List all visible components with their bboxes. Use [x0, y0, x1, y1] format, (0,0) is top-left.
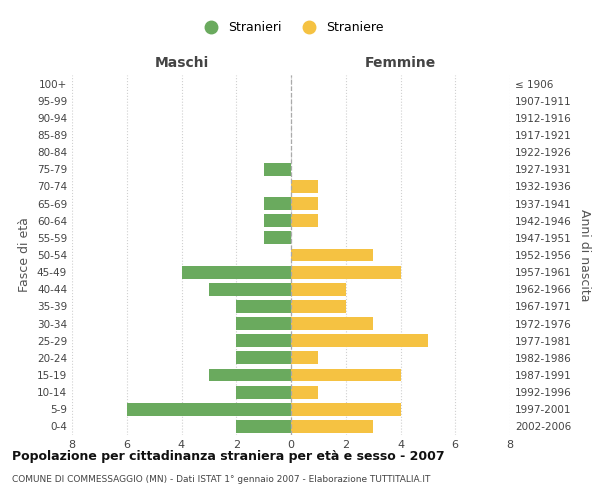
Text: COMUNE DI COMMESSAGGIO (MN) - Dati ISTAT 1° gennaio 2007 - Elaborazione TUTTITAL: COMUNE DI COMMESSAGGIO (MN) - Dati ISTAT…	[12, 475, 430, 484]
Bar	[291, 368, 401, 382]
Bar	[291, 283, 346, 296]
Bar	[236, 317, 291, 330]
Bar	[291, 214, 319, 227]
Bar	[291, 386, 319, 398]
Bar	[291, 317, 373, 330]
Bar	[291, 420, 373, 433]
Bar	[127, 403, 291, 415]
Bar	[291, 180, 319, 193]
Bar	[263, 232, 291, 244]
Bar	[236, 300, 291, 313]
Bar	[236, 334, 291, 347]
Bar	[209, 283, 291, 296]
Bar	[291, 352, 319, 364]
Y-axis label: Fasce di età: Fasce di età	[19, 218, 31, 292]
Bar	[263, 197, 291, 210]
Bar	[209, 368, 291, 382]
Bar	[291, 403, 401, 415]
Bar	[291, 248, 373, 262]
Bar	[182, 266, 291, 278]
Text: Maschi: Maschi	[154, 56, 209, 70]
Bar	[291, 197, 319, 210]
Y-axis label: Anni di nascita: Anni di nascita	[578, 209, 591, 301]
Text: Popolazione per cittadinanza straniera per età e sesso - 2007: Popolazione per cittadinanza straniera p…	[12, 450, 445, 463]
Bar	[236, 352, 291, 364]
Bar	[263, 163, 291, 175]
Text: Femmine: Femmine	[365, 56, 436, 70]
Bar	[236, 420, 291, 433]
Bar	[291, 300, 346, 313]
Bar	[291, 334, 428, 347]
Bar	[291, 266, 401, 278]
Bar	[236, 386, 291, 398]
Bar	[263, 214, 291, 227]
Legend: Stranieri, Straniere: Stranieri, Straniere	[193, 16, 389, 40]
